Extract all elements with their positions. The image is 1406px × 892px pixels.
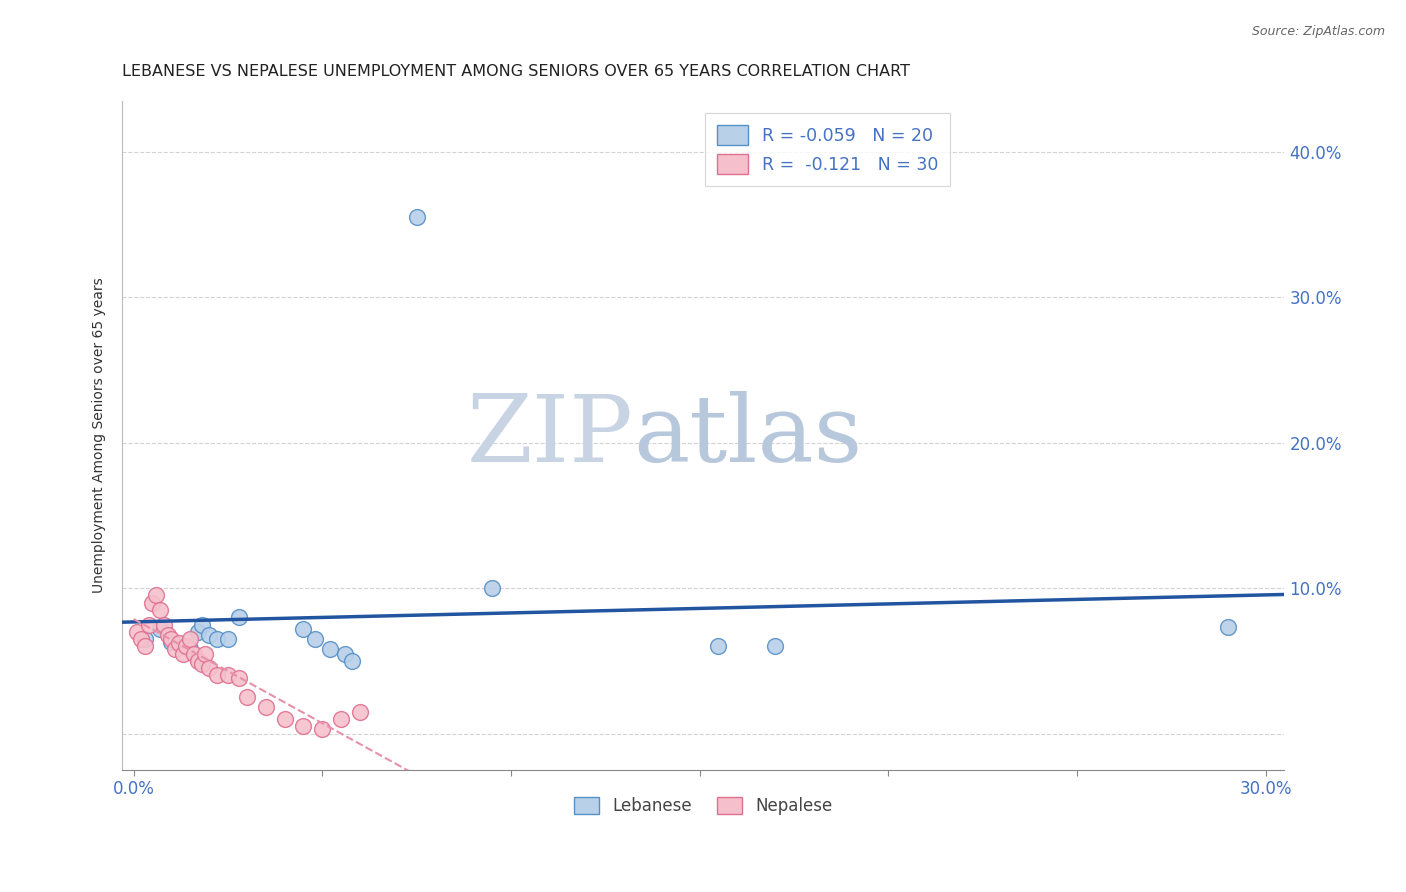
Point [481, 581, 503, 595]
Point [273, 712, 295, 726]
Point [217, 632, 239, 647]
Point [304, 632, 326, 647]
Point [127, 624, 149, 639]
Text: ZIP: ZIP [467, 391, 634, 481]
Point [1216, 620, 1239, 634]
Point [160, 635, 183, 649]
Point [172, 640, 194, 654]
Point [236, 690, 259, 705]
Point [141, 596, 163, 610]
Y-axis label: Unemployment Among Seniors over 65 years: Unemployment Among Seniors over 65 years [93, 277, 107, 593]
Point [165, 642, 187, 657]
Point [134, 640, 156, 654]
Point [205, 668, 228, 682]
Text: LEBANESE VS NEPALESE UNEMPLOYMENT AMONG SENIORS OVER 65 YEARS CORRELATION CHART: LEBANESE VS NEPALESE UNEMPLOYMENT AMONG … [122, 64, 910, 79]
Point [183, 647, 205, 661]
Point [707, 640, 730, 654]
Point [129, 632, 152, 647]
Point [217, 668, 239, 682]
Legend: Lebanese, Nepalese: Lebanese, Nepalese [568, 790, 839, 822]
Point [160, 632, 183, 647]
Point [149, 622, 172, 636]
Point [167, 636, 190, 650]
Point [194, 647, 217, 661]
Text: Source: ZipAtlas.com: Source: ZipAtlas.com [1251, 25, 1385, 38]
Point [198, 628, 221, 642]
Point [319, 642, 342, 657]
Point [330, 712, 353, 726]
Point [205, 632, 228, 647]
Point [333, 647, 356, 661]
Point [292, 719, 315, 733]
Point [198, 661, 221, 675]
Point [156, 628, 179, 642]
Text: atlas: atlas [634, 391, 863, 481]
Point [179, 632, 201, 647]
Point [134, 632, 156, 647]
Point [187, 624, 209, 639]
Point [179, 642, 201, 657]
Point [149, 603, 172, 617]
Point [145, 589, 167, 603]
Point [292, 622, 315, 636]
Point [187, 654, 209, 668]
Point [190, 617, 212, 632]
Point [349, 705, 371, 719]
Point [228, 672, 250, 686]
Point [254, 700, 277, 714]
Point [172, 647, 194, 661]
Point [176, 640, 198, 654]
Point [311, 723, 333, 737]
Point [763, 640, 786, 654]
Point [153, 617, 176, 632]
Point [190, 657, 212, 671]
Point [342, 654, 364, 668]
Point [138, 617, 160, 632]
Point [405, 211, 427, 225]
Point [228, 610, 250, 624]
